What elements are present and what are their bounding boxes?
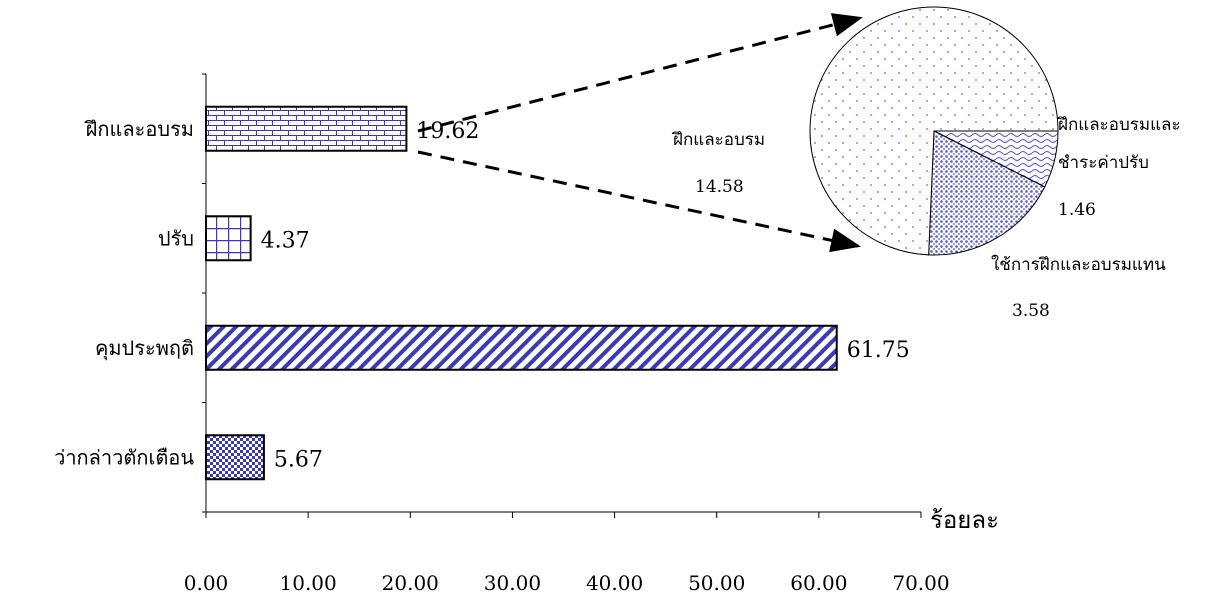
pie-label-slice-1-line-2: ชำระค่าปรับ xyxy=(1058,153,1149,173)
pie-labels: ฝึกและอบรม 14.58 ฝึกและอบรมและ ชำระค่าปร… xyxy=(671,115,1180,321)
callout-arrow-top xyxy=(417,13,863,133)
x-tick-label: 40.00 xyxy=(586,571,643,595)
pie-value-slice-1: 1.46 xyxy=(1058,200,1096,220)
bar xyxy=(205,324,838,371)
pie-slice xyxy=(809,6,1059,256)
pie-value-slice-2: 3.58 xyxy=(1012,301,1050,321)
category-label: คุมประพฤติ xyxy=(95,336,194,361)
y-category-ticks xyxy=(202,73,206,513)
x-tick-label: 10.00 xyxy=(280,571,337,595)
pie-label-slice-2: ใช้การฝึกและอบรมแทน xyxy=(991,254,1166,275)
x-axis-unit-label: ร้อยละ xyxy=(930,506,999,534)
pie-slice xyxy=(928,130,1046,256)
x-axis-ticks: 0.00 10.00 20.00 30.00 40.00 50.00 60.00 70.00 xyxy=(184,512,950,595)
x-tick-label: 20.00 xyxy=(382,571,439,595)
bar xyxy=(205,105,408,152)
category-label: ปรับ xyxy=(158,226,194,250)
bar-value-label: 61.75 xyxy=(847,338,910,363)
pie-breakdown xyxy=(809,6,1059,256)
bar xyxy=(205,215,252,262)
callout-arrow-bottom xyxy=(417,150,861,253)
bar xyxy=(205,434,265,481)
x-tick-label: 30.00 xyxy=(484,571,541,595)
pie-label-slice-0: ฝึกและอบรม xyxy=(671,130,765,150)
pie-label-slice-1-line-1: ฝึกและอบรมและ xyxy=(1056,115,1180,135)
category-label: ว่ากล่าวตักเตือน xyxy=(54,445,194,469)
callout-arrows xyxy=(417,13,863,253)
x-tick-label: 50.00 xyxy=(688,571,745,595)
category-label: ฝึกและอบรม xyxy=(84,117,194,141)
x-tick-label: 0.00 xyxy=(184,571,229,595)
pie-value-slice-0: 14.58 xyxy=(695,177,744,197)
bar-value-label: 5.67 xyxy=(274,447,323,472)
x-tick-label: 60.00 xyxy=(790,571,847,595)
bar-value-label: 4.37 xyxy=(261,228,310,253)
x-tick-label: 70.00 xyxy=(892,571,949,595)
